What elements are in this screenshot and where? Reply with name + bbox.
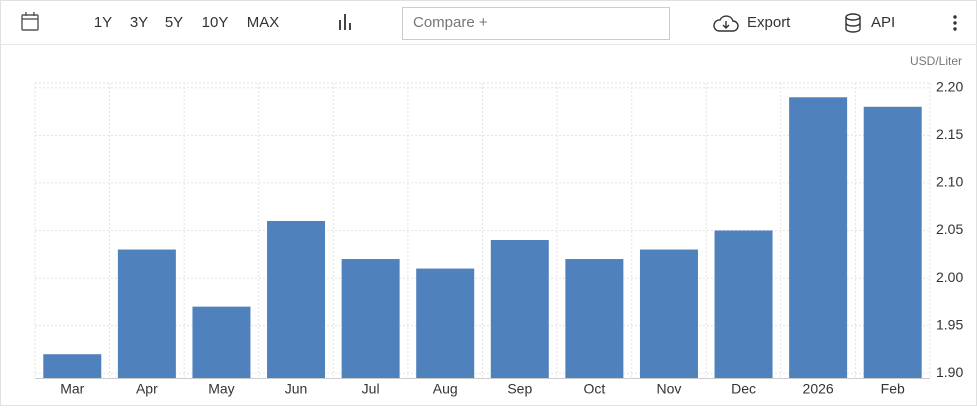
y-tick-label: 1.95 [936,316,963,332]
chart-type-icon[interactable] [339,14,351,30]
y-tick-label: 2.05 [936,221,963,237]
range-button[interactable]: 5Y [165,14,183,31]
y-tick-label: 2.10 [936,174,963,190]
more-menu[interactable] [953,15,957,31]
bar [267,220,326,378]
x-tick-label: Jun [285,381,308,397]
calendar-icon[interactable] [21,12,39,31]
y-tick-label: 2.20 [936,78,963,94]
export-icon[interactable] [713,15,739,32]
bar [639,249,698,378]
x-tick-label: Nov [657,381,682,397]
x-tick-label: Feb [881,381,905,397]
bar [192,306,251,378]
bar [43,354,102,378]
api-icon[interactable] [845,13,861,33]
x-tick-label: May [208,381,234,397]
compare-input[interactable] [402,7,670,40]
x-tick-label: Mar [60,381,84,397]
y-tick-label: 2.00 [936,269,963,285]
bar [863,106,922,379]
x-tick-label: Dec [731,381,756,397]
bar [117,249,176,378]
x-tick-label: Apr [136,381,158,397]
x-tick-label: Oct [583,381,605,397]
bar [714,230,773,378]
unit-label: USD/Liter [910,54,962,68]
api-button[interactable]: API [871,14,895,31]
range-button[interactable]: MAX [247,14,280,31]
x-tick-label: Jul [362,381,380,397]
export-button[interactable]: Export [747,14,791,31]
bar [789,97,848,378]
range-button[interactable]: 3Y [130,14,148,31]
range-button[interactable]: 10Y [202,14,229,31]
x-tick-label: Sep [507,381,532,397]
y-tick-label: 2.15 [936,126,963,142]
bar [565,259,624,378]
x-tick-label: 2026 [803,381,834,397]
bar [490,240,549,378]
bar [341,259,400,378]
y-tick-label: 1.90 [936,364,963,380]
compare-placeholder: Compare + [413,14,488,31]
range-button[interactable]: 1Y [94,14,112,31]
bar [416,268,475,378]
x-tick-label: Aug [433,381,458,397]
